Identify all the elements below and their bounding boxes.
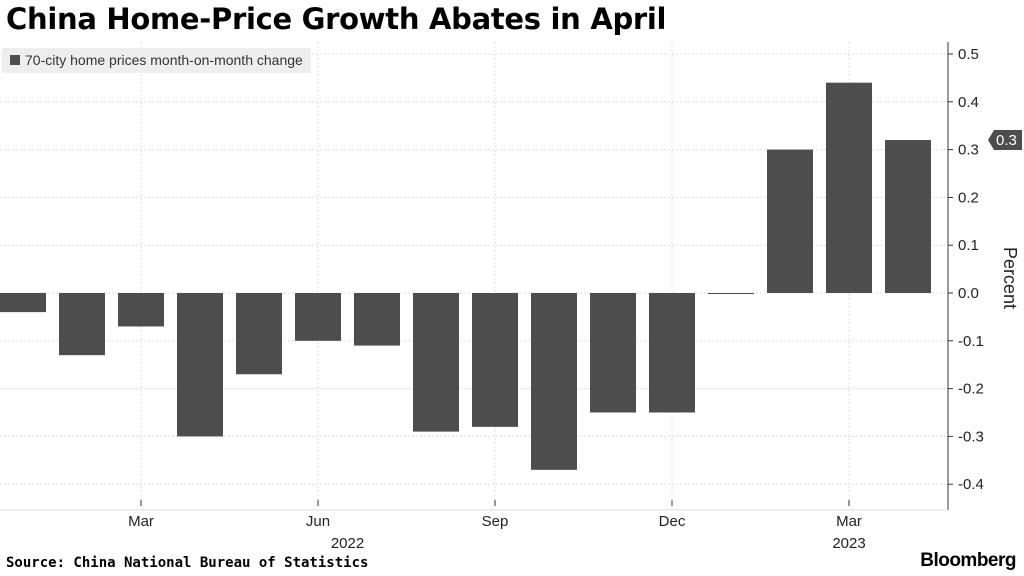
x-tick-label: Mar xyxy=(836,513,862,530)
chart-title: China Home-Price Growth Abates in April xyxy=(6,2,667,36)
bar-2023-02 xyxy=(767,149,813,293)
last-value-label: 0.3 xyxy=(996,132,1017,149)
y-tick-label: -0.1 xyxy=(958,333,984,350)
bar-2022-02 xyxy=(59,293,105,356)
bar-2022-06 xyxy=(295,293,341,341)
legend-swatch xyxy=(10,55,20,65)
bar-2023-01 xyxy=(708,293,754,294)
x-tick-label: Mar xyxy=(128,513,154,530)
bar-2022-04 xyxy=(177,293,223,437)
bar-2022-11 xyxy=(590,293,636,413)
y-tick-label: -0.3 xyxy=(958,428,984,445)
bar-2023-04 xyxy=(885,140,931,293)
y-tick-label: 0.5 xyxy=(958,46,979,63)
x-tick-label: Dec xyxy=(659,513,686,530)
bar-2022-08 xyxy=(413,293,459,432)
bar-2022-10 xyxy=(531,293,577,470)
y-axis-label: Percent xyxy=(1000,247,1020,309)
bar-2022-09 xyxy=(472,293,518,427)
bar-2023-03 xyxy=(826,82,872,294)
bar-2022-12 xyxy=(649,293,695,413)
bar-2022-07 xyxy=(354,293,400,346)
y-tick-label: 0.4 xyxy=(958,94,979,111)
legend-label: 70-city home prices month-on-month chang… xyxy=(25,52,303,68)
y-tick-label: 0.1 xyxy=(958,237,979,254)
bar-2022-05 xyxy=(236,293,282,375)
x-tick-label: Jun xyxy=(306,513,330,530)
bar-2022-03 xyxy=(118,293,164,327)
x-year-label: 2022 xyxy=(331,535,364,552)
legend: 70-city home prices month-on-month chang… xyxy=(2,48,311,73)
y-tick-label: -0.4 xyxy=(958,476,984,493)
source-note: Source: China National Bureau of Statist… xyxy=(6,555,369,571)
bloomberg-logo: Bloomberg xyxy=(920,550,1016,571)
y-tick-label: -0.2 xyxy=(958,381,984,398)
y-tick-label: 0.2 xyxy=(958,189,979,206)
last-value-marker xyxy=(988,130,1022,151)
y-tick-label: 0.0 xyxy=(958,285,979,302)
y-tick-label: 0.3 xyxy=(958,142,979,159)
bar-2022-01 xyxy=(0,293,46,313)
x-tick-label: Sep xyxy=(482,513,509,530)
x-year-label: 2023 xyxy=(832,535,865,552)
